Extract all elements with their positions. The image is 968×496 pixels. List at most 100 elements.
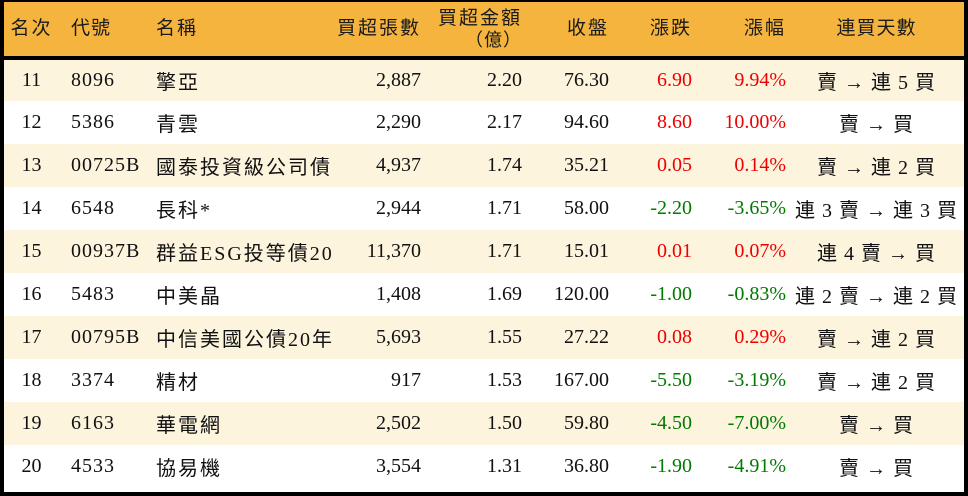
cell-streak: 連 4 賣 → 買: [817, 243, 936, 265]
column-header-label: 漲幅: [743, 18, 786, 40]
cell-name: 擎亞: [156, 72, 200, 94]
cell-close: 36.80: [564, 455, 609, 477]
cell-close: 76.30: [564, 69, 609, 91]
cell-rank: 20: [21, 455, 42, 477]
table-body: 11 8096 擎亞 2,887 2.20 76.30 6.90 9.94% 賣 → 連 5 買…: [4, 58, 964, 488]
cell-amount: 2.20: [487, 69, 522, 91]
cell-amount: 1.71: [487, 197, 522, 219]
cell-close: 120.00: [554, 283, 609, 305]
cell-code: 8096: [71, 69, 115, 91]
table-row: 17 00795B 中信美國公債20年 5,693 1.55 27.22 0.08 0.29%…: [4, 316, 964, 359]
cell-streak: 賣 → 買: [839, 114, 914, 136]
cell-close: 58.00: [564, 197, 609, 219]
cell-name: 中美晶: [156, 286, 222, 308]
cell-rank: 18: [21, 369, 42, 391]
cell-volume: 917: [391, 369, 421, 391]
table-row: 15 00937B 群益ESG投等債20 11,370 1.71 15.01 0.01 0.0…: [4, 230, 964, 273]
cell-rank: 14: [21, 197, 42, 219]
column-header-amount: 買超金額 （億）: [424, 2, 528, 60]
column-header-label: 名稱: [156, 18, 199, 40]
cell-amount: 1.50: [487, 412, 522, 434]
column-header-name: 名稱: [144, 2, 334, 60]
cell-volume: 11,370: [366, 240, 421, 262]
cell-code: 4533: [71, 455, 115, 477]
cell-amount: 1.74: [487, 154, 522, 176]
cell-rank: 19: [21, 412, 42, 434]
cell-code: 00795B: [71, 326, 141, 348]
column-header-rank: 名次: [4, 2, 59, 60]
cell-code: 5483: [71, 283, 115, 305]
column-header-label: 漲跌: [649, 18, 692, 40]
cell-pct: 0.07%: [734, 240, 786, 262]
table-row: 11 8096 擎亞 2,887 2.20 76.30 6.90 9.94% 賣 → 連 5 買: [4, 58, 964, 101]
column-header-code: 代號: [59, 2, 144, 60]
cell-change: -4.50: [650, 412, 692, 434]
cell-change: 0.05: [657, 154, 692, 176]
cell-name: 中信美國公債20年: [156, 329, 334, 351]
column-header-label: 買超張數: [336, 18, 421, 40]
cell-amount: 1.31: [487, 455, 522, 477]
cell-streak: 賣 → 連 2 買: [817, 157, 936, 179]
cell-pct: -3.65%: [727, 197, 786, 219]
cell-pct: -3.19%: [727, 369, 786, 391]
column-header-volume: 買超張數: [334, 2, 424, 60]
cell-name: 華電網: [156, 415, 222, 437]
cell-volume: 4,937: [376, 154, 421, 176]
cell-change: -5.50: [650, 369, 692, 391]
cell-volume: 2,290: [376, 111, 421, 133]
cell-streak: 賣 → 連 2 買: [817, 372, 936, 394]
cell-close: 94.60: [564, 111, 609, 133]
cell-name: 長科*: [156, 200, 212, 222]
cell-rank: 17: [21, 326, 42, 348]
cell-pct: -0.83%: [727, 283, 786, 305]
cell-name: 群益ESG投等債20: [156, 243, 334, 265]
table-row: 16 5483 中美晶 1,408 1.69 120.00 -1.00 -0.83% 連 2 賣…: [4, 273, 964, 316]
cell-close: 27.22: [564, 326, 609, 348]
cell-change: -2.20: [650, 197, 692, 219]
cell-volume: 1,408: [376, 283, 421, 305]
column-header-label: 買超金額: [437, 7, 522, 29]
cell-volume: 5,693: [376, 326, 421, 348]
cell-change: 6.90: [657, 69, 692, 91]
cell-pct: 0.14%: [734, 154, 786, 176]
table-header: 名次 代號 名稱 買超張數 買超金額 （億） 收盤 漲跌 漲幅 連買天數: [4, 2, 964, 60]
cell-amount: 1.53: [487, 369, 522, 391]
cell-change: 0.01: [657, 240, 692, 262]
column-header-label: 連買天數: [836, 18, 917, 40]
cell-volume: 2,502: [376, 412, 421, 434]
cell-volume: 2,944: [376, 197, 421, 219]
column-header-close: 收盤: [528, 2, 614, 60]
cell-streak: 連 3 賣 → 連 3 買: [795, 200, 958, 222]
cell-close: 35.21: [564, 154, 609, 176]
cell-code: 6163: [71, 412, 115, 434]
column-header-label: 代號: [71, 18, 112, 40]
cell-code: 00725B: [71, 154, 141, 176]
ranking-table: 名次 代號 名稱 買超張數 買超金額 （億） 收盤 漲跌 漲幅 連買天數 11 8096 擎亞 2,88…: [4, 2, 964, 488]
cell-name: 協易機: [156, 458, 222, 480]
cell-rank: 15: [21, 240, 42, 262]
column-header-label: 收盤: [566, 18, 609, 40]
cell-close: 15.01: [564, 240, 609, 262]
cell-change: 0.08: [657, 326, 692, 348]
table-row: 19 6163 華電網 2,502 1.50 59.80 -4.50 -7.00% 賣 → 買: [4, 402, 964, 445]
table-row: 14 6548 長科* 2,944 1.71 58.00 -2.20 -3.65% 連 3 賣 …: [4, 187, 964, 230]
cell-amount: 1.71: [487, 240, 522, 262]
cell-name: 精材: [156, 372, 200, 394]
cell-pct: -7.00%: [727, 412, 786, 434]
cell-amount: 2.17: [487, 111, 522, 133]
cell-streak: 賣 → 連 2 買: [817, 329, 936, 351]
cell-pct: -4.91%: [727, 455, 786, 477]
cell-streak: 賣 → 連 5 買: [817, 72, 936, 94]
cell-rank: 16: [21, 283, 42, 305]
column-header-streak: 連買天數: [789, 2, 964, 60]
cell-volume: 3,554: [376, 455, 421, 477]
cell-amount: 1.69: [487, 283, 522, 305]
cell-code: 5386: [71, 111, 115, 133]
header-row: 名次 代號 名稱 買超張數 買超金額 （億） 收盤 漲跌 漲幅 連買天數: [4, 2, 964, 60]
cell-rank: 11: [21, 69, 42, 91]
cell-rank: 12: [21, 111, 42, 133]
cell-name: 國泰投資級公司債: [156, 157, 332, 179]
cell-streak: 賣 → 買: [839, 458, 914, 480]
cell-streak: 連 2 賣 → 連 2 買: [795, 286, 958, 308]
table-row: 13 00725B 國泰投資級公司債 4,937 1.74 35.21 0.05 0.14% 賣…: [4, 144, 964, 187]
